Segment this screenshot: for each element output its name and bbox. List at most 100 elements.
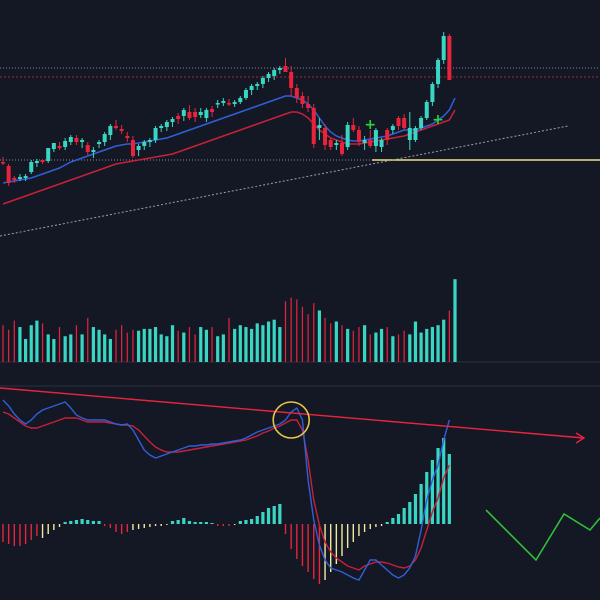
volume-bar bbox=[313, 303, 315, 362]
macd-histogram-bar bbox=[296, 524, 298, 559]
volume-bar bbox=[261, 325, 265, 362]
candle-body bbox=[85, 145, 90, 152]
macd-histogram-bar bbox=[58, 524, 61, 527]
candle-body bbox=[176, 116, 181, 119]
volume-bar bbox=[24, 339, 28, 362]
candle-body bbox=[362, 140, 367, 143]
volume-bar bbox=[194, 334, 196, 362]
candle-body bbox=[373, 130, 378, 146]
macd-histogram-bar bbox=[47, 524, 49, 534]
macd-histogram-bar bbox=[115, 524, 117, 532]
candle-body bbox=[289, 72, 294, 88]
volume-bar bbox=[278, 327, 282, 362]
macd-histogram-bar bbox=[363, 524, 366, 532]
macd-histogram-bar bbox=[193, 522, 197, 524]
volume-bar bbox=[250, 328, 254, 362]
volume-bar bbox=[97, 329, 101, 362]
ma-fast-line bbox=[2, 95, 456, 184]
macd-histogram-bar bbox=[204, 522, 208, 524]
volume-bar bbox=[87, 317, 89, 362]
macd-histogram-bar bbox=[290, 524, 292, 549]
macd-histogram-bar bbox=[272, 506, 276, 524]
macd-histogram-bar bbox=[187, 521, 192, 524]
candle-body bbox=[170, 119, 175, 122]
candle-body bbox=[441, 36, 446, 60]
macd-histogram-bar bbox=[238, 521, 242, 524]
macd-histogram-bar bbox=[63, 522, 67, 524]
candle-body bbox=[164, 122, 169, 127]
candle-body bbox=[249, 86, 254, 90]
macd-dea-line bbox=[2, 411, 450, 571]
candle-body bbox=[272, 70, 277, 76]
candle-body bbox=[238, 98, 243, 102]
candle-body bbox=[424, 102, 429, 118]
macd-histogram-bar bbox=[250, 519, 254, 524]
volume-bar bbox=[29, 325, 33, 362]
macd-histogram-bar bbox=[149, 524, 151, 527]
volume-bar bbox=[121, 325, 123, 362]
candle-body bbox=[407, 128, 412, 140]
macd-histogram-bar bbox=[408, 502, 412, 524]
volume-bar bbox=[132, 329, 134, 362]
macd-histogram-bar bbox=[278, 504, 282, 524]
macd-histogram-bar bbox=[380, 524, 383, 526]
candle-body bbox=[187, 112, 192, 118]
candle-body bbox=[181, 110, 186, 116]
candle-body bbox=[317, 125, 322, 128]
candle-body bbox=[385, 130, 390, 140]
volume-pane bbox=[0, 279, 600, 363]
buy-signal-marker: + bbox=[432, 112, 444, 128]
macd-histogram-bar bbox=[419, 484, 423, 524]
volume-bar bbox=[216, 336, 220, 362]
macd-histogram-bar bbox=[109, 524, 112, 528]
macd-histogram-bar bbox=[36, 524, 38, 536]
macd-histogram-bar bbox=[80, 519, 84, 524]
macd-histogram-bar bbox=[266, 508, 271, 524]
macd-histogram-bar bbox=[244, 520, 248, 524]
macd-histogram-bar bbox=[13, 524, 15, 546]
macd-histogram-bar bbox=[24, 524, 27, 544]
macd-histogram-bar bbox=[166, 524, 168, 525]
volume-bar bbox=[374, 332, 378, 362]
candle-body bbox=[46, 148, 51, 161]
candle-body bbox=[91, 150, 96, 152]
candle-body bbox=[57, 146, 62, 148]
candle-body bbox=[204, 110, 209, 118]
volume-bar bbox=[324, 317, 326, 362]
macd-histogram-bar bbox=[143, 524, 145, 528]
volume-bar bbox=[425, 328, 429, 362]
volume-bar bbox=[211, 327, 213, 362]
candle-body bbox=[12, 178, 17, 180]
volume-bar bbox=[317, 310, 321, 362]
crossover-circle bbox=[272, 401, 311, 439]
volume-bar bbox=[103, 334, 107, 362]
green-zigzag-line bbox=[485, 509, 600, 562]
macd-histogram-bar bbox=[69, 521, 73, 524]
volume-bar bbox=[266, 321, 271, 362]
candle-body bbox=[243, 90, 248, 98]
macd-histogram-bar bbox=[53, 524, 55, 530]
macd-histogram-bar bbox=[154, 524, 157, 526]
macd-histogram-bar bbox=[222, 524, 225, 526]
macd-histogram-bar bbox=[233, 524, 236, 525]
candle-body bbox=[74, 138, 79, 142]
candle-body bbox=[6, 166, 11, 183]
macd-histogram-bar bbox=[324, 524, 326, 580]
macd-histogram-bar bbox=[104, 524, 106, 526]
candle-body bbox=[328, 140, 333, 147]
volume-bar bbox=[379, 328, 384, 362]
macd-histogram-bar bbox=[402, 508, 406, 524]
macd-histogram-bar bbox=[19, 524, 21, 546]
candle-body bbox=[215, 103, 220, 105]
macd-histogram-bar bbox=[413, 494, 418, 524]
macd-histogram-bar bbox=[91, 521, 95, 524]
macd-histogram-bar bbox=[176, 520, 180, 524]
macd-histogram-bar bbox=[132, 524, 134, 530]
macd-downtrend-line bbox=[0, 387, 585, 439]
candle-body bbox=[136, 146, 141, 150]
candle-body bbox=[368, 140, 373, 146]
volume-bar bbox=[408, 334, 412, 362]
